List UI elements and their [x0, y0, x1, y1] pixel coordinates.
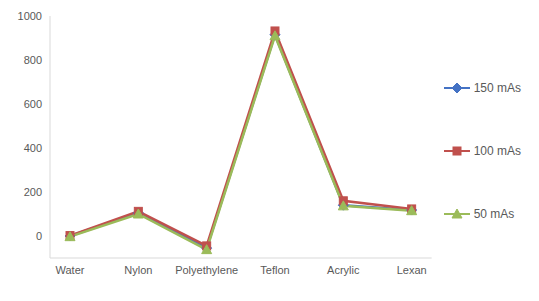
html-text:100 mAs: 100 mAs — [473, 143, 521, 158]
html-text:50 mAs: 50 mAs — [473, 206, 515, 221]
svg-text:400: 400 — [24, 142, 42, 154]
svg-text:Water: Water — [56, 264, 85, 276]
svg-text:Polyethylene: Polyethylene — [175, 264, 238, 276]
svg-text:200: 200 — [24, 186, 42, 198]
svg-text:Lexan: Lexan — [397, 264, 427, 276]
svg-text:Acrylic: Acrylic — [327, 264, 360, 276]
html-text:150 mAs: 150 mAs — [473, 80, 521, 95]
svg-text:800: 800 — [24, 54, 42, 66]
svg-text:600: 600 — [24, 98, 42, 110]
svg-text:1000: 1000 — [18, 10, 42, 22]
svg-text:Nylon: Nylon — [124, 264, 152, 276]
svg-text:0: 0 — [36, 230, 42, 242]
svg-text:Teflon: Teflon — [260, 264, 289, 276]
